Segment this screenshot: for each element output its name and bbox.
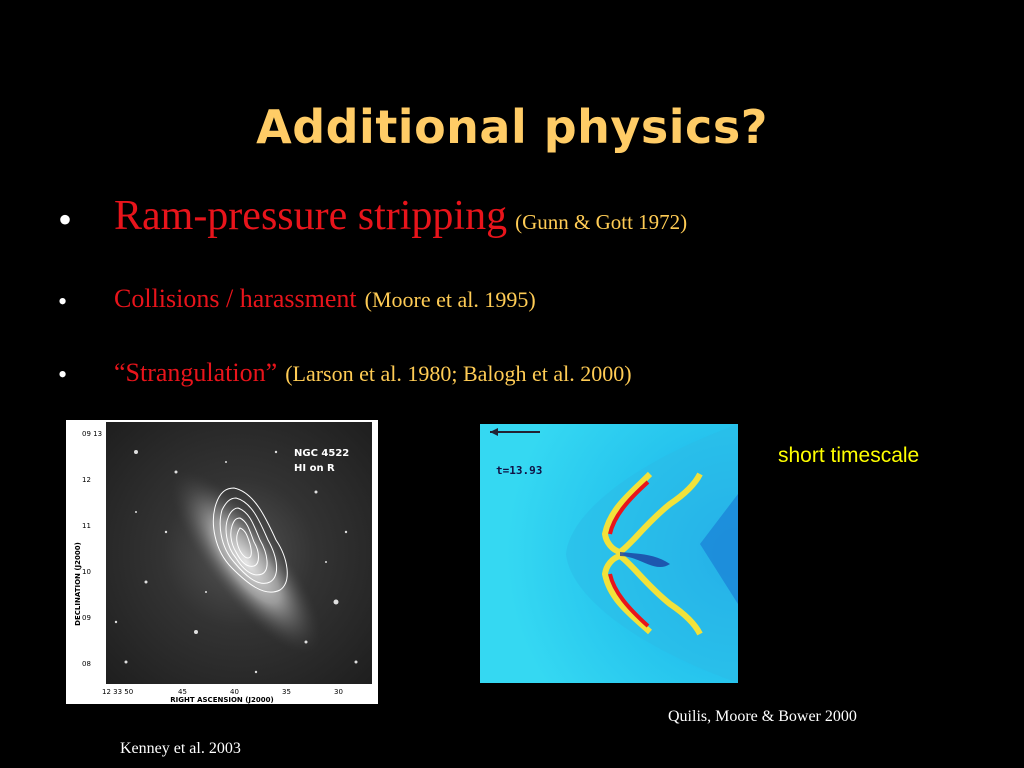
ram-pressure-simulation-figure: t=13.93 [480,424,738,683]
bullet-reference: (Moore et al. 1995) [364,287,536,312]
bullet-marker: • [58,360,68,389]
x-tick-label: 12 33 50 [102,688,134,696]
bullet-marker: • [58,197,73,242]
galaxy-name: NGC 4522 [294,448,350,459]
bullet-text: Collisions / harassment [114,284,357,313]
bullet-marker: • [58,287,68,316]
galaxy-subtitle: HI on R [294,463,335,474]
galaxy-drawing [114,450,358,674]
y-tick-label: 11 [82,522,91,530]
simulation-drawing [480,424,738,683]
galaxy-caption: Kenney et al. 2003 [120,740,241,757]
slide-title: Additional physics? [256,100,768,154]
galaxy-label: NGC 4522 HI on R [294,446,349,476]
bullet-text: “Strangulation” [114,358,278,387]
bullet-item-collisions: Collisions / harassment (Moore et al. 199… [114,284,536,314]
y-axis-title: DECLINATION (J2000) [74,542,82,626]
bullet-text: Ram-pressure stripping [114,193,508,239]
simulation-caption: Quilis, Moore & Bower 2000 [668,708,857,725]
bullet-reference: (Larson et al. 1980; Balogh et al. 2000) [285,361,632,386]
bullet-item-ram-pressure: Ram-pressure stripping (Gunn & Gott 1972) [114,192,687,240]
bullet-reference: (Gunn & Gott 1972) [515,210,688,234]
galaxy-hi-figure: 09 13 12 11 10 09 08 DECLINATION (J2000) [66,420,378,704]
x-axis-title: RIGHT ASCENSION (J2000) [170,696,274,704]
x-tick-label: 35 [282,688,291,696]
galaxy-image: NGC 4522 HI on R [106,422,372,684]
x-tick-label: 30 [334,688,343,696]
simulation-time-label: t=13.93 [496,464,543,477]
y-tick-label: 12 [82,476,91,484]
y-tick-label: 09 [82,614,91,622]
y-tick-label: 10 [82,568,91,576]
y-tick-label: 08 [82,660,91,668]
bullet-item-strangulation: “Strangulation” (Larson et al. 1980; Balo… [114,358,632,388]
x-tick-label: 40 [230,688,239,696]
x-tick-label: 45 [178,688,187,696]
y-tick-label: 09 13 [82,430,103,438]
short-timescale-note: short timescale [778,444,920,467]
